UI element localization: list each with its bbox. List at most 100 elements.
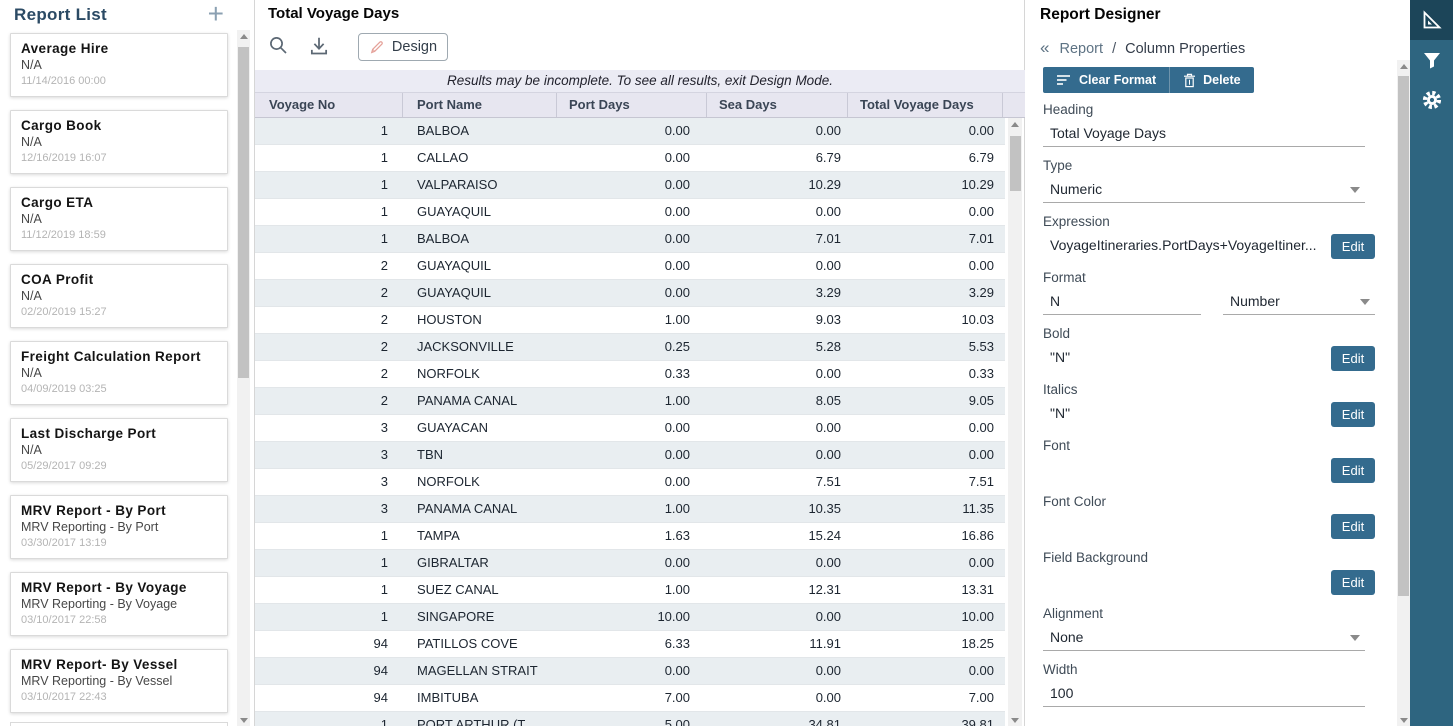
filter-tool-button[interactable] <box>1410 40 1453 80</box>
design-tool-button[interactable] <box>1410 0 1453 40</box>
column-header-port-name[interactable]: Port Name <box>403 93 557 117</box>
report-card[interactable]: MRV Report - By Voyage MRV Reporting - B… <box>10 572 228 636</box>
field-input[interactable]: Total Voyage Days <box>1043 122 1365 147</box>
column-header-total-voyage-days[interactable]: Total Voyage Days <box>848 93 1003 117</box>
field-value: Numeric <box>1050 181 1103 197</box>
report-title: Total Voyage Days <box>268 5 400 22</box>
edit-button[interactable]: Edit <box>1331 346 1375 371</box>
cell-port-name: PANAMA CANAL <box>417 393 518 408</box>
field-label: Width <box>1043 662 1078 677</box>
scroll-up-arrow[interactable] <box>237 30 250 42</box>
cell-port-days: 0.00 <box>664 123 690 138</box>
scroll-down-arrow[interactable] <box>237 714 250 726</box>
column-header-port-days[interactable]: Port Days <box>557 93 707 117</box>
designer-field: Bold "N" Edit <box>1043 324 1375 372</box>
cell-port-name: MAGELLAN STRAIT <box>417 663 538 678</box>
cell-port-name: TBN <box>417 447 443 462</box>
report-card-subtitle: MRV Reporting - By Port <box>21 520 159 534</box>
designer-field: Font Edit <box>1043 436 1375 484</box>
scroll-down-arrow[interactable] <box>1008 714 1022 726</box>
cell-total-voyage-days: 5.53 <box>968 339 994 354</box>
report-card-title: Freight Calculation Report <box>21 349 201 364</box>
report-card-list: Average Hire N/A 11/14/2016 00:00 Cargo … <box>10 33 228 726</box>
design-button[interactable]: Design <box>358 33 448 61</box>
table-scrollbar[interactable] <box>1008 118 1022 726</box>
report-designer-panel: Report Designer « Report / Column Proper… <box>1025 0 1410 726</box>
cell-sea-days: 8.05 <box>815 393 841 408</box>
breadcrumb-report-link[interactable]: Report <box>1059 41 1104 57</box>
scroll-down-arrow[interactable] <box>1397 714 1410 726</box>
report-card-subtitle: MRV Reporting - By Voyage <box>21 597 178 611</box>
field-input[interactable]: Numeric <box>1043 178 1365 203</box>
field-label: Heading <box>1043 102 1094 117</box>
design-mode-notice: Results may be incomplete. To see all re… <box>255 70 1025 93</box>
add-report-button[interactable]: + <box>207 0 224 29</box>
cell-total-voyage-days: 0.00 <box>968 204 994 219</box>
cell-port-days: 0.00 <box>664 663 690 678</box>
settings-tool-button[interactable] <box>1410 80 1453 120</box>
report-card-date: 11/14/2016 00:00 <box>21 75 106 87</box>
cell-port-name: TAMPA <box>417 528 460 543</box>
field-input[interactable]: N <box>1043 290 1201 315</box>
cell-port-name: NORFOLK <box>417 474 480 489</box>
designer-field: Font Color Edit <box>1043 492 1375 540</box>
field-input: "N" <box>1043 346 1323 371</box>
cell-port-days: 1.00 <box>664 501 690 516</box>
edit-button[interactable]: Edit <box>1331 402 1375 427</box>
cell-voyage-no: 2 <box>380 339 388 354</box>
scrollbar-thumb[interactable] <box>1398 76 1409 596</box>
scroll-up-arrow[interactable] <box>1008 118 1022 130</box>
scroll-up-arrow[interactable] <box>1397 60 1410 72</box>
cell-port-days: 1.00 <box>664 393 690 408</box>
cell-sea-days: 0.00 <box>815 447 841 462</box>
column-header-voyage-no[interactable]: Voyage No <box>255 93 403 117</box>
field-label: Font Color <box>1043 494 1107 509</box>
report-card[interactable]: Cargo Book N/A 12/16/2019 16:07 <box>10 110 228 174</box>
field-input: VoyageItineraries.PortDays+VoyageItiner.… <box>1043 234 1323 259</box>
report-card[interactable]: Cargo ETA N/A 11/12/2019 18:59 <box>10 187 228 251</box>
delete-button[interactable]: Delete <box>1169 67 1254 93</box>
edit-button[interactable]: Edit <box>1331 234 1375 259</box>
designer-scrollbar[interactable] <box>1397 60 1410 726</box>
cell-port-name: GUAYAQUIL <box>417 285 491 300</box>
field-input <box>1043 458 1323 483</box>
cell-total-voyage-days: 9.05 <box>968 393 994 408</box>
field-label: Italics <box>1043 382 1078 397</box>
scrollbar-thumb[interactable] <box>238 47 249 378</box>
cell-sea-days: 10.29 <box>808 177 841 192</box>
report-card-title: Average Hire <box>21 41 109 56</box>
cell-port-name: PATILLOS COVE <box>417 636 518 651</box>
cell-port-days: 1.00 <box>664 312 690 327</box>
breadcrumb: « Report / Column Properties <box>1040 38 1245 58</box>
edit-button[interactable]: Edit <box>1331 514 1375 539</box>
report-card[interactable]: Freight Calculation Report N/A 04/09/201… <box>10 341 228 405</box>
cell-port-days: 0.00 <box>664 285 690 300</box>
field-select[interactable]: Number <box>1223 290 1375 315</box>
breadcrumb-current: Column Properties <box>1125 41 1246 57</box>
cell-voyage-no: 1 <box>380 582 388 597</box>
search-icon[interactable] <box>268 35 292 59</box>
report-card[interactable]: COA Profit N/A 02/20/2019 15:27 <box>10 264 228 328</box>
cell-total-voyage-days: 6.79 <box>968 150 994 165</box>
field-input[interactable]: 100 <box>1043 682 1365 707</box>
field-input[interactable]: None <box>1043 626 1365 651</box>
table-row: 1 BALBOA 0.00 7.01 7.01 <box>255 226 1005 253</box>
report-card[interactable]: MRV Report- By Vessel MRV Reporting - By… <box>10 649 228 713</box>
report-card[interactable]: Average Hire N/A 11/14/2016 00:00 <box>10 33 228 97</box>
report-card[interactable]: Last Discharge Port N/A 05/29/2017 09:29 <box>10 418 228 482</box>
breadcrumb-back-icon[interactable]: « <box>1040 38 1050 57</box>
report-card-partial[interactable] <box>10 722 228 726</box>
cell-voyage-no: 2 <box>380 258 388 273</box>
cell-port-name: GUAYACAN <box>417 420 489 435</box>
edit-button[interactable]: Edit <box>1331 570 1375 595</box>
report-card[interactable]: MRV Report - By Port MRV Reporting - By … <box>10 495 228 559</box>
column-header-sea-days[interactable]: Sea Days <box>707 93 848 117</box>
field-value: VoyageItineraries.PortDays+VoyageItiner.… <box>1050 237 1317 253</box>
cell-voyage-no: 1 <box>380 231 388 246</box>
edit-button[interactable]: Edit <box>1331 458 1375 483</box>
scrollbar-thumb[interactable] <box>1010 136 1021 191</box>
clear-format-button[interactable]: Clear Format <box>1043 67 1170 93</box>
download-icon[interactable] <box>308 35 332 59</box>
cell-voyage-no: 1 <box>380 555 388 570</box>
sidebar-scrollbar[interactable] <box>237 30 250 726</box>
